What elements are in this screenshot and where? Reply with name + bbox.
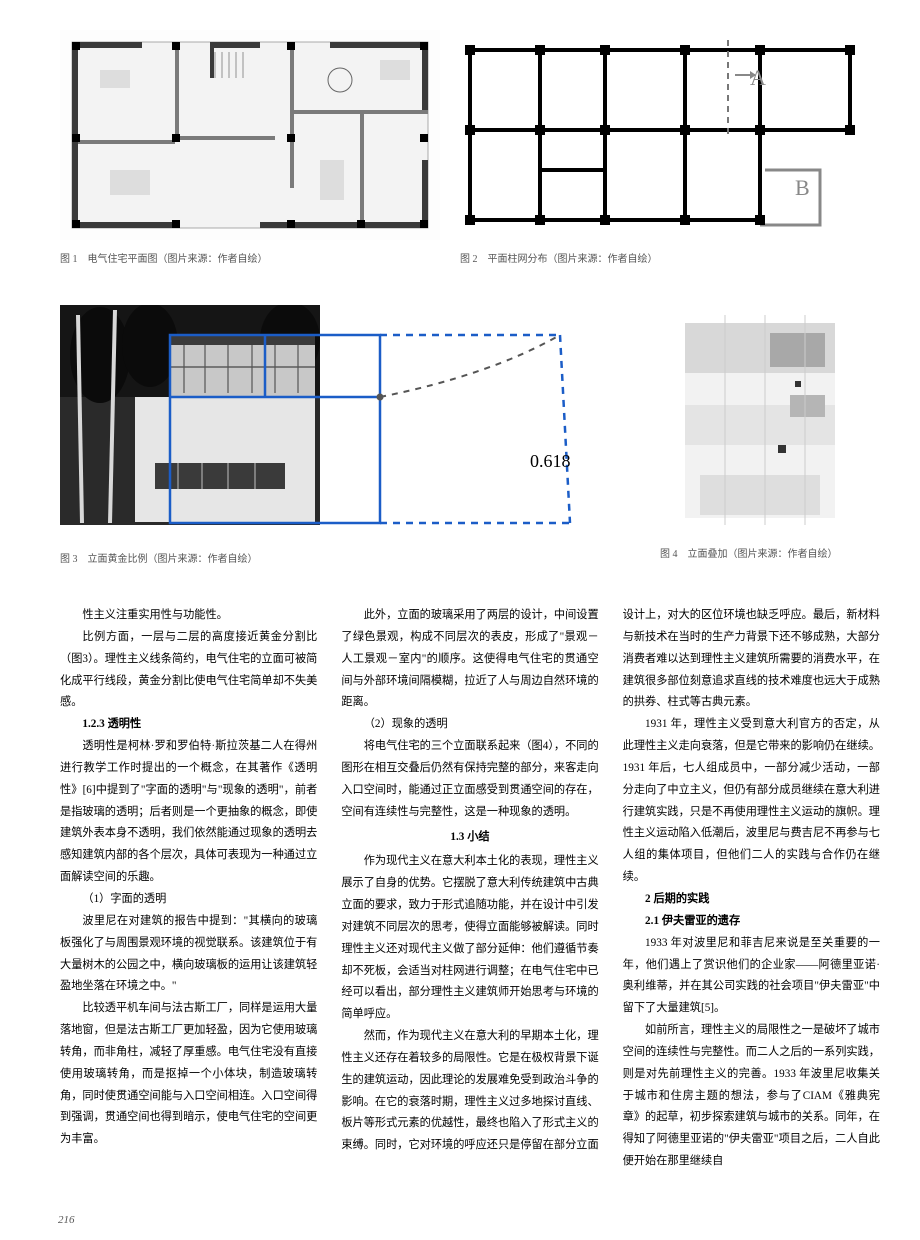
paragraph: 此外，立面的玻璃采用了两层的设计，中间设置了绿色景观，构成不同层次的表皮，形成了… <box>341 605 598 714</box>
fig3-ratio: 0.618 <box>530 451 571 471</box>
paragraph: （1）字面的透明 <box>60 889 317 911</box>
fig2-caption: 图 2 平面柱网分布（图片来源：作者自绘） <box>460 250 860 265</box>
fig2-label-b: B <box>795 175 810 200</box>
paragraph: 如前所言，理性主义的局限性之一是破坏了城市空间的连续性与完整性。而二人之后的一系… <box>623 1020 880 1173</box>
fig4-svg <box>660 305 860 535</box>
page-number: 216 <box>58 1214 75 1226</box>
heading: 1.2.3 透明性 <box>60 714 317 736</box>
fig3-caption: 图 3 立面黄金比例（图片来源：作者自绘） <box>60 550 630 565</box>
fig2-label-a: A <box>750 65 766 90</box>
figure-1: 图 1 电气住宅平面图（图片来源：作者自绘） <box>60 30 440 265</box>
paragraph: 波里尼在对建筑的报告中提到："其横向的玻璃板强化了与周围景观环境的视觉联系。该建… <box>60 911 317 998</box>
fig2-svg: A B <box>460 30 860 240</box>
figure-row-2: 0.618 图 3 立面黄金比例（图片来源：作者自绘） 图 4 立面叠加（图 <box>60 305 880 565</box>
heading: 2.1 伊夫雷亚的遗存 <box>623 911 880 933</box>
figure-3: 0.618 图 3 立面黄金比例（图片来源：作者自绘） <box>60 305 630 565</box>
paragraph: 比较透平机车间与法古斯工厂，同样是运用大量落地窗，但是法古斯工厂更加轻盈，因为它… <box>60 998 317 1151</box>
fig1-caption: 图 1 电气住宅平面图（图片来源：作者自绘） <box>60 250 440 265</box>
figure-2: A B 图 2 平面柱网分布（图片来源：作者自绘） <box>460 30 860 265</box>
figure-4: 图 4 立面叠加（图片来源：作者自绘） <box>660 305 860 565</box>
heading: 2 后期的实践 <box>623 889 880 911</box>
paragraph: （2）现象的透明 <box>341 714 598 736</box>
paragraph: 1933 年对波里尼和菲吉尼来说是至关重要的一年，他们遇上了赏识他们的企业家——… <box>623 933 880 1020</box>
figure-row-1: 图 1 电气住宅平面图（图片来源：作者自绘） <box>60 30 880 265</box>
paragraph: 比例方面，一层与二层的高度接近黄金分割比（图3）。理性主义线条简约，电气住宅的立… <box>60 627 317 714</box>
paragraph: 将电气住宅的三个立面联系起来（图4），不同的图形在相互交叠后仍然有保持完整的部分… <box>341 736 598 823</box>
heading: 1.3 小结 <box>341 827 598 849</box>
body-text: 性主义注重实用性与功能性。比例方面，一层与二层的高度接近黄金分割比（图3）。理性… <box>60 605 880 1173</box>
paragraph: 作为现代主义在意大利本土化的表现，理性主义展示了自身的优势。它摆脱了意大利传统建… <box>341 851 598 1026</box>
paragraph: 1931 年，理性主义受到意大利官方的否定，从此理性主义走向衰落，但是它带来的影… <box>623 714 880 889</box>
fig1-svg <box>60 30 440 240</box>
fig3-svg: 0.618 <box>60 305 630 535</box>
paragraph: 性主义注重实用性与功能性。 <box>60 605 317 627</box>
fig4-caption: 图 4 立面叠加（图片来源：作者自绘） <box>660 545 860 560</box>
paragraph: 透明性是柯林·罗和罗伯特·斯拉茨基二人在得州进行教学工作时提出的一个概念，在其著… <box>60 736 317 889</box>
